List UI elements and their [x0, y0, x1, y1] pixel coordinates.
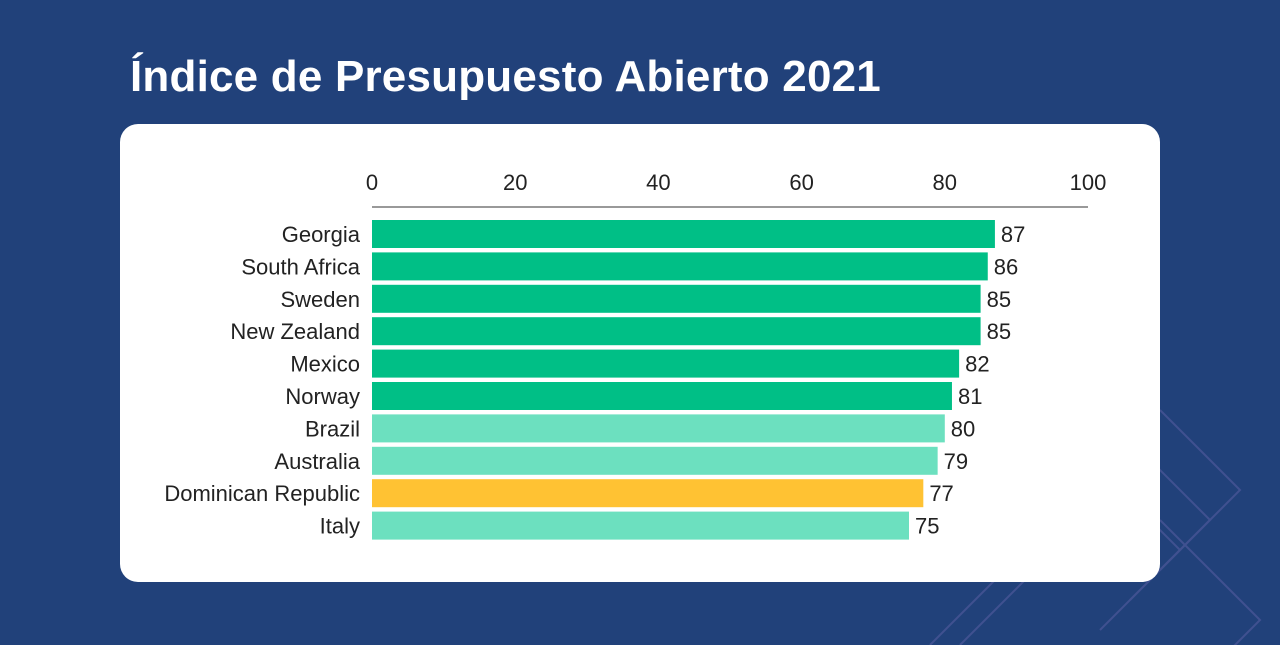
- value-label: 85: [987, 319, 1011, 344]
- value-label: 86: [994, 254, 1018, 279]
- bar: [372, 479, 924, 508]
- bar: [372, 382, 952, 410]
- category-label: Mexico: [290, 352, 360, 377]
- value-label: 75: [915, 514, 939, 539]
- category-label: Georgia: [282, 222, 361, 247]
- value-label: 81: [958, 384, 982, 409]
- value-label: 82: [965, 352, 989, 377]
- value-label: 80: [951, 416, 975, 441]
- bar: [372, 511, 909, 540]
- category-label: Sweden: [280, 287, 360, 312]
- value-label: 85: [987, 287, 1011, 312]
- x-tick-label: 0: [366, 170, 378, 195]
- category-label: South Africa: [241, 254, 360, 279]
- bar: [372, 317, 981, 346]
- value-label: 79: [944, 449, 968, 474]
- bar: [372, 220, 995, 248]
- page-title: Índice de Presupuesto Abierto 2021: [130, 52, 881, 101]
- bar: [372, 284, 981, 313]
- category-label: Brazil: [305, 416, 360, 441]
- category-label: Australia: [274, 449, 360, 474]
- value-label: 87: [1001, 222, 1025, 247]
- x-tick-label: 40: [646, 170, 670, 195]
- category-label: New Zealand: [230, 319, 360, 344]
- x-tick-label: 20: [503, 170, 527, 195]
- chart-card: 0 20 40 60 80 100 Georgia 87 South Africa 86 Swede…: [120, 124, 1160, 582]
- bar-chart: 0 20 40 60 80 100 Georgia 87 South Africa 86 Swede…: [164, 170, 1107, 540]
- x-tick-label: 100: [1070, 170, 1107, 195]
- bar: [372, 349, 960, 378]
- category-label: Norway: [285, 384, 360, 409]
- value-label: 77: [929, 481, 953, 506]
- category-label: Dominican Republic: [164, 481, 360, 506]
- x-tick-label: 60: [789, 170, 813, 195]
- category-label: Italy: [320, 514, 360, 539]
- x-tick-label: 80: [933, 170, 957, 195]
- bar: [372, 414, 945, 443]
- bar: [372, 446, 938, 475]
- bar: [372, 252, 988, 281]
